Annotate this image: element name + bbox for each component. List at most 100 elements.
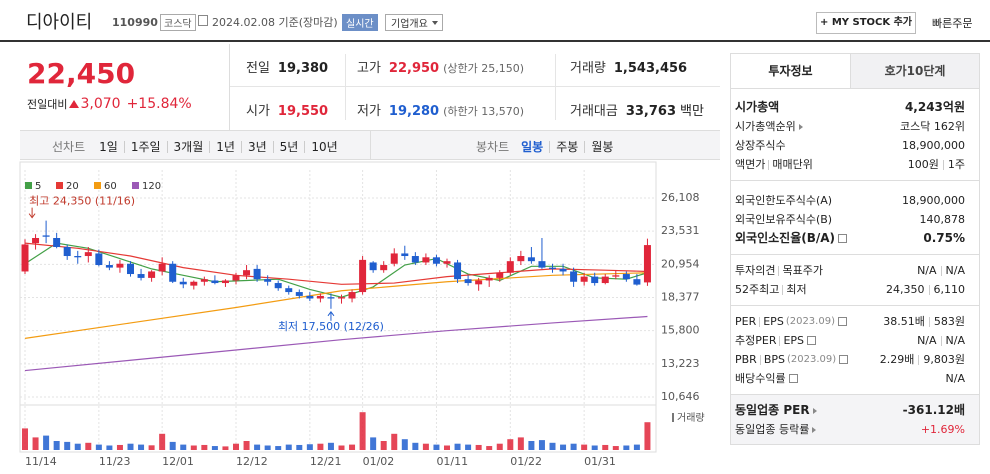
period-tab[interactable]: 1년 <box>216 140 235 154</box>
volume-bar <box>444 445 450 450</box>
value-text: 140,878 <box>919 213 966 226</box>
volume-bar <box>486 446 493 450</box>
legend-label: 5 <box>35 181 41 192</box>
row-value: 코스닥 162위 <box>900 117 965 136</box>
tab-divider <box>370 131 371 160</box>
panel-row: 동일업종 등락률 +1.69% <box>735 420 965 439</box>
company-dropdown[interactable]: 기업개요 <box>385 14 443 31</box>
panel-row: 외국인한도주식수(A) 18,900,000 <box>735 191 965 210</box>
up-triangle <box>69 100 80 108</box>
period-tabs: 선차트 1일 1주일 3개월 1년 3년 5년 10년 <box>52 138 338 155</box>
panel-row: 외국인소진율(B/A) 0.75% <box>735 229 965 248</box>
help-icon[interactable] <box>839 355 849 364</box>
item-value: 1,543,456 <box>613 61 688 76</box>
quick-order[interactable]: 빠른주문 <box>932 17 973 30</box>
panel-tab[interactable]: 호가10단계 <box>850 54 979 89</box>
panel-row: 동일업종 PER -361.12배 <box>735 401 965 420</box>
period-tab[interactable]: 1일 <box>99 140 118 154</box>
period-tab[interactable]: 5년 <box>279 140 299 154</box>
candle-body <box>496 272 504 278</box>
candle-tab[interactable]: 주봉 <box>556 140 579 154</box>
volume-bar <box>370 437 377 450</box>
realtime-button[interactable]: 실시간 <box>342 14 378 31</box>
item-value: 19,550 <box>277 104 329 119</box>
value-text: N/A <box>945 372 965 385</box>
label-text: EPS <box>783 334 805 347</box>
tab-sep <box>240 140 242 153</box>
label-text: PER <box>735 315 757 328</box>
row-value: 18,900,000 <box>902 191 965 210</box>
help-icon[interactable] <box>837 317 847 326</box>
candle-tabs: 봉차트 일봉 주봉 월봉 <box>476 138 613 155</box>
volume-bar <box>317 443 324 450</box>
label-text: 동일업종 PER <box>735 403 810 417</box>
label-note: (2023.09) <box>787 354 837 365</box>
label-text: 투자의견 <box>735 264 776 277</box>
value-text: 4,243억원 <box>904 100 965 114</box>
candle-body <box>253 268 261 280</box>
value-text: 100원 <box>907 158 939 171</box>
mystock-button[interactable]: + MY STOCK 추가 <box>816 12 916 34</box>
candle-body <box>411 256 419 263</box>
label-sep <box>782 284 784 295</box>
legend-swatch <box>132 182 139 189</box>
annotation-low: 최저 17,500 (12/26) <box>278 320 384 333</box>
stock-code: 110990 <box>112 16 158 29</box>
candle-body <box>538 261 546 268</box>
volume-bar <box>644 422 651 450</box>
panel-row: 액면가 매매단위 100원 1주 <box>735 155 965 174</box>
candle-body <box>190 281 198 286</box>
candle-body <box>137 274 145 278</box>
column-divider <box>345 54 346 120</box>
volume-bar <box>201 444 208 450</box>
period-tab[interactable]: 3년 <box>247 140 267 154</box>
item-note: (상한가 25,150) <box>443 62 525 75</box>
row-value: 140,878 <box>920 210 966 229</box>
item-label: 전일 <box>246 61 270 76</box>
item-label: 저가 <box>357 104 381 119</box>
item-value: 19,380 <box>277 61 329 76</box>
volume-bar <box>85 442 92 450</box>
volume-bar <box>591 445 598 450</box>
panel-tab[interactable]: 투자정보 <box>731 54 850 89</box>
label-text: 시가총액순위 <box>735 120 796 133</box>
tab-sep <box>584 140 586 153</box>
help-icon[interactable] <box>838 234 848 243</box>
help-icon[interactable] <box>788 374 798 383</box>
value-text: N/A <box>917 264 937 277</box>
value-text: +1.69% <box>920 423 965 436</box>
volume-bar <box>285 444 292 450</box>
volume-bar <box>180 444 187 450</box>
volume-bar <box>264 445 271 450</box>
value-text: N/A <box>917 334 937 347</box>
x-tick-label: 12/12 <box>236 455 268 468</box>
summary-item: 시가 19,550 <box>246 100 328 119</box>
volume-bar <box>148 445 155 450</box>
volume-bar <box>138 444 145 450</box>
panel-group: 외국인한도주식수(A) 18,900,000 외국인보유주식수(B) 140,878 외… <box>731 185 979 255</box>
candle-tab[interactable]: 일봉 <box>521 140 544 154</box>
value-text: -361.12배 <box>902 403 965 417</box>
volume-bar <box>106 445 113 450</box>
volume-bar <box>64 441 71 450</box>
candle-body <box>285 288 293 293</box>
info-panel: 투자정보 호가10단계 시가총액 4,243억원 시가총액순위 코스닥 162위 상장주식수… <box>730 53 980 445</box>
candle-body <box>295 292 303 296</box>
help-icon[interactable] <box>807 336 817 345</box>
label-text: 목표주가 <box>782 264 823 277</box>
arrow-head <box>327 310 335 317</box>
period-tab[interactable]: 10년 <box>311 140 338 154</box>
date: 2024.02.08 기준(장마감) <box>212 16 338 29</box>
period-tab[interactable]: 3개월 <box>173 140 204 154</box>
value-text: 2.29배 <box>879 353 915 366</box>
tab-sep <box>272 140 274 153</box>
candle-tab[interactable]: 월봉 <box>591 140 614 154</box>
panel-group: 시가총액 4,243억원 시가총액순위 코스닥 162위 상장주식수 18,900,000… <box>731 92 979 181</box>
label-note: (2023.09) <box>785 316 835 327</box>
row-label: 시가총액순위 <box>735 117 806 136</box>
candle-body <box>464 279 472 284</box>
candle-body <box>475 280 483 285</box>
x-tick-label: 01/22 <box>510 455 542 468</box>
period-tab[interactable]: 1주일 <box>130 140 161 154</box>
